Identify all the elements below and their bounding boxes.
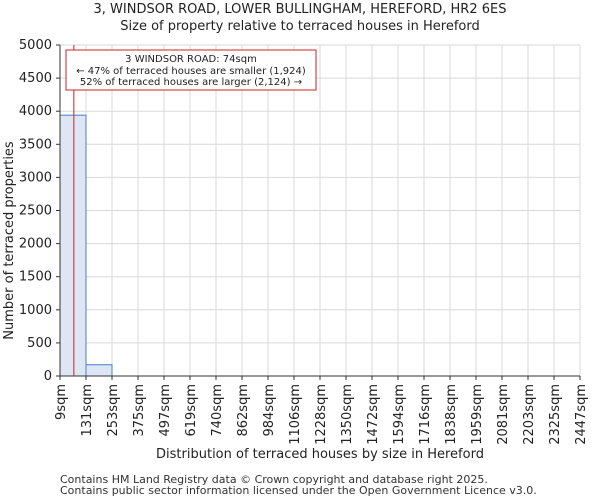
x-tick-label: 1716sqm [418,384,433,445]
chart-title: 3, WINDSOR ROAD, LOWER BULLINGHAM, HEREF… [93,2,507,17]
y-tick-label: 2000 [19,237,52,252]
y-tick-label: 4500 [19,71,52,86]
footer-line-1: Contains HM Land Registry data © Crown c… [60,473,488,486]
grid-layer [59,44,581,377]
histogram-chart: 0 500 1000 1500 2000 2500 3000 3500 4000 4500 5000… [2,38,589,462]
x-tick-label: 1594sqm [392,384,407,445]
annotation-line-1: 3 WINDSOR ROAD: 74sqm [125,54,257,65]
y-tick-label: 2500 [19,204,52,219]
x-tick-label: 1838sqm [444,384,459,445]
y-tick-label: 4000 [19,104,52,119]
x-tick-label: 619sqm [184,384,199,437]
y-tick-label: 3500 [19,137,52,152]
y-axis-label: Number of terraced properties [2,141,17,340]
histogram-bar [85,364,113,377]
axis-layer: 0 500 1000 1500 2000 2500 3000 3500 4000 4500 5000… [19,38,589,445]
y-tick-label: 1000 [19,303,52,318]
x-tick-label: 1472sqm [366,384,381,445]
footer-line-2: Contains public sector information licen… [60,484,537,497]
bar-layer [59,114,113,377]
x-tick-label: 9sqm [54,384,69,420]
x-tick-label: 862sqm [236,384,251,437]
x-tick-label: 740sqm [210,384,225,437]
x-tick-label: 2203sqm [522,384,537,445]
x-tick-label: 1959sqm [470,384,485,445]
x-axis-label: Distribution of terraced houses by size … [156,447,484,462]
x-tick-label: 2081sqm [496,384,511,445]
annotation-line-3: 52% of terraced houses are larger (2,124… [80,77,302,88]
x-tick-label: 2447sqm [574,384,589,445]
chart-subtitle: Size of property relative to terraced ho… [120,19,480,34]
x-tick-label: 1106sqm [288,384,303,445]
x-tick-label: 2325sqm [548,384,563,445]
x-tick-label: 984sqm [262,384,277,437]
y-tick-label: 500 [27,336,52,351]
x-tick-label: 497sqm [158,384,173,437]
y-tick-label: 0 [44,369,52,384]
x-tick-label: 1228sqm [314,384,329,445]
x-tick-label: 253sqm [106,384,121,437]
annotation-line-2: ← 47% of terraced houses are smaller (1,… [76,66,306,77]
histogram-bar [59,114,87,377]
annotation-box [65,49,317,91]
y-tick-label: 5000 [19,38,52,53]
x-tick-label: 375sqm [132,384,147,437]
x-tick-label: 1350sqm [340,384,355,445]
x-tick-label: 131sqm [80,384,95,437]
y-tick-label: 3000 [19,170,52,185]
y-tick-label: 1500 [19,270,52,285]
